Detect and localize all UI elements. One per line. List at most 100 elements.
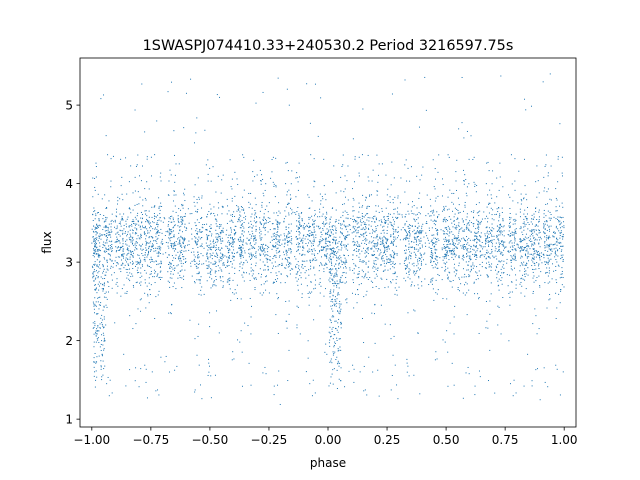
data-point: [521, 200, 523, 202]
data-point: [262, 178, 264, 180]
data-point: [140, 211, 142, 213]
data-point: [502, 264, 504, 266]
data-point: [436, 229, 438, 231]
data-point: [129, 250, 131, 252]
data-point: [181, 249, 183, 251]
data-point: [557, 218, 559, 220]
data-point: [325, 262, 327, 264]
data-point: [453, 258, 455, 260]
data-point: [93, 240, 95, 242]
data-point: [499, 176, 501, 178]
data-point: [312, 258, 314, 260]
data-point: [239, 221, 241, 223]
data-point: [93, 231, 95, 233]
data-point: [435, 351, 437, 353]
data-point: [326, 263, 328, 265]
data-point: [485, 183, 487, 185]
data-point: [527, 251, 529, 253]
data-point: [500, 223, 502, 225]
data-point: [220, 242, 222, 244]
data-point: [488, 202, 490, 204]
data-point: [124, 231, 126, 233]
data-point: [145, 250, 147, 252]
data-point: [538, 192, 540, 194]
data-point: [447, 276, 449, 278]
data-point: [533, 248, 535, 250]
data-point: [96, 333, 98, 335]
data-point: [417, 284, 419, 286]
data-point: [374, 254, 376, 255]
data-point: [158, 208, 160, 210]
data-point: [269, 259, 271, 261]
data-point: [380, 251, 382, 253]
data-point: [445, 236, 447, 238]
data-point: [94, 245, 96, 247]
data-point: [317, 226, 319, 228]
data-point: [180, 262, 182, 264]
data-point: [408, 240, 410, 242]
data-point: [437, 262, 439, 264]
data-point: [509, 221, 511, 223]
data-point: [260, 250, 262, 252]
data-point: [358, 175, 360, 177]
data-point: [309, 217, 311, 219]
data-point: [106, 383, 108, 385]
data-point: [429, 198, 431, 200]
data-point: [254, 289, 256, 291]
data-point: [93, 207, 95, 209]
data-point: [231, 178, 233, 180]
data-point: [144, 254, 146, 256]
data-point: [181, 223, 183, 225]
data-point: [489, 257, 491, 259]
data-point: [454, 227, 456, 229]
data-point: [355, 265, 357, 267]
data-point: [198, 196, 200, 198]
data-point: [115, 240, 117, 242]
data-point: [368, 260, 370, 262]
data-point: [473, 245, 475, 247]
data-point: [209, 240, 211, 242]
data-point: [491, 197, 493, 199]
data-point: [214, 260, 216, 262]
data-point: [216, 220, 218, 222]
data-point: [220, 240, 222, 242]
data-point: [539, 239, 540, 241]
data-point: [243, 209, 245, 211]
data-point: [107, 229, 109, 231]
data-point: [410, 258, 412, 260]
data-point: [515, 287, 517, 289]
data-point: [99, 249, 101, 251]
data-point: [441, 249, 443, 251]
data-point: [536, 234, 538, 236]
data-point: [191, 233, 193, 235]
data-point: [127, 259, 129, 261]
data-point: [174, 224, 176, 226]
data-point: [268, 202, 270, 204]
data-point: [100, 368, 102, 370]
data-point: [436, 293, 438, 295]
data-point: [330, 253, 332, 255]
data-point: [550, 243, 552, 245]
data-point: [526, 237, 528, 239]
data-point: [234, 256, 235, 258]
data-point: [276, 234, 278, 236]
data-point: [343, 261, 345, 263]
data-point: [467, 239, 469, 241]
data-point: [503, 235, 505, 237]
data-point: [144, 210, 146, 212]
data-point: [249, 233, 251, 235]
data-point: [169, 265, 171, 267]
data-point: [559, 248, 561, 250]
data-point: [211, 246, 213, 248]
data-point: [362, 240, 364, 242]
data-point: [426, 221, 428, 223]
data-point: [231, 252, 233, 254]
data-point: [285, 226, 287, 228]
data-point: [431, 251, 433, 253]
data-point: [232, 215, 234, 217]
data-point: [198, 222, 200, 224]
data-point: [201, 398, 203, 400]
data-point: [344, 238, 346, 240]
data-point: [267, 222, 269, 223]
data-point: [331, 226, 333, 228]
